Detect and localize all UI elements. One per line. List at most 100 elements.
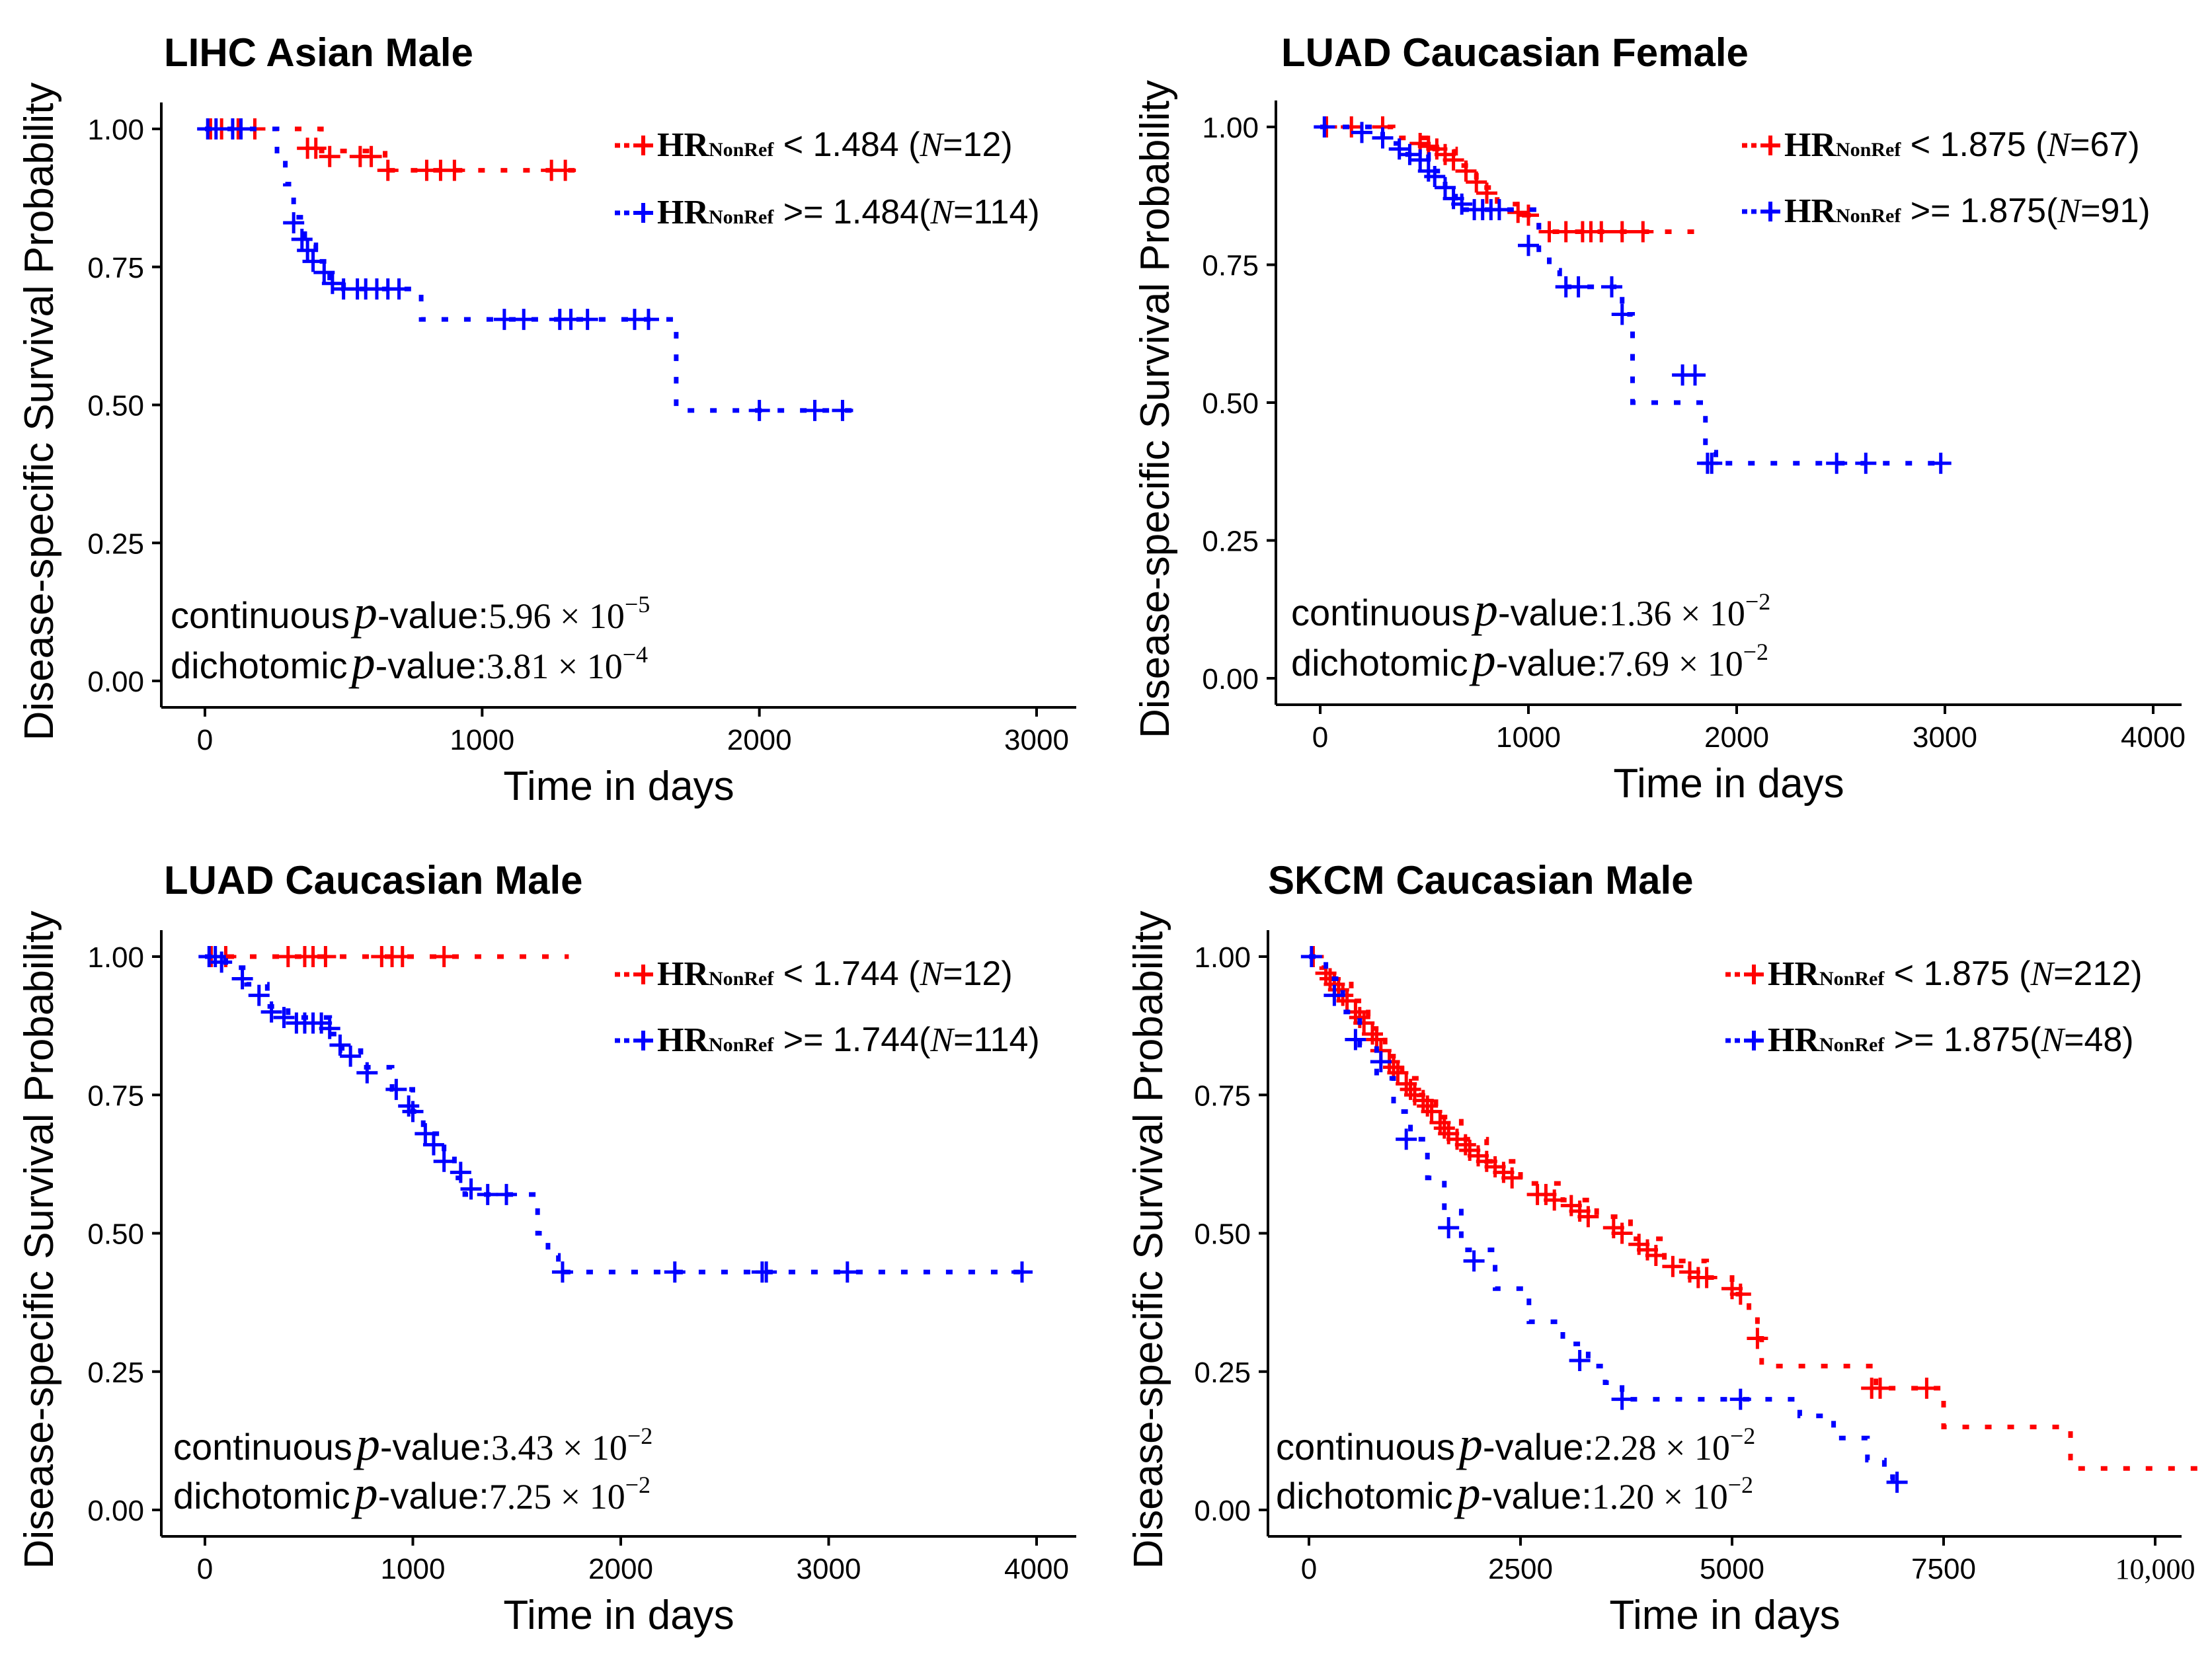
censor-mark	[1353, 1012, 1375, 1034]
censor-mark	[1501, 1167, 1523, 1189]
legend-censor-icon	[633, 965, 653, 984]
censor-mark	[1345, 1029, 1366, 1050]
censor-mark	[305, 138, 327, 159]
x-tick-label: 4000	[2121, 721, 2186, 754]
pvalue-dichotomic: dichotomicp-value:7.69 × 10−2	[1291, 633, 1768, 686]
y-tick-label: 0.00	[87, 1495, 144, 1527]
censor-mark	[1701, 452, 1723, 474]
pvalue-mantissa: 7.25 × 10	[489, 1477, 625, 1517]
censor-mark	[297, 239, 319, 261]
legend-hr: HR	[1784, 192, 1837, 230]
censor-mark	[329, 1034, 351, 1056]
legend-n-value: =91)	[2080, 192, 2151, 230]
y-axis-title: Disease-specific Survival Probability	[17, 83, 62, 741]
censor-mark	[402, 1101, 424, 1123]
legend-censor-icon	[633, 1031, 653, 1050]
panel-3: LUAD Caucasian Male 0.00 0.25 0.50 0.75 1.00 0…	[17, 858, 1076, 1638]
censor-mark	[832, 399, 853, 421]
y-tick-label: 1.00	[87, 941, 144, 974]
legend-threshold: >= 1.875(	[1884, 1021, 2041, 1059]
legend-hr: HR	[1768, 955, 1820, 993]
censor-mark	[1396, 1128, 1417, 1150]
chart-title: LIHC Asian Male	[164, 30, 473, 75]
x-tick-label: 0	[1301, 1553, 1317, 1585]
censor-mark	[1463, 1250, 1485, 1272]
pvalue-p: p	[1456, 1417, 1483, 1470]
pvalue-dichotomic: dichotomicp-value:7.25 × 10−2	[173, 1466, 651, 1519]
censor-mark	[388, 278, 410, 300]
censor-mark	[477, 1183, 498, 1205]
y-tick-label: 0.00	[87, 666, 144, 698]
legend-label: HRNonRef >= 1.875(N=91)	[1784, 192, 2151, 230]
censor-mark	[1372, 127, 1394, 149]
km-curve-high	[205, 954, 1027, 1275]
censor-mark	[1466, 171, 1487, 193]
x-tick-label: 1000	[450, 724, 514, 756]
legend-threshold: < 1.484 (	[773, 126, 920, 164]
pvalue-exponent: −2	[625, 1472, 651, 1498]
censor-mark	[1544, 1189, 1565, 1211]
legend-label: HRNonRef >= 1.484(N=114)	[657, 193, 1040, 231]
censor-mark	[248, 984, 270, 1006]
censor-mark	[1421, 1101, 1442, 1123]
y-tick-label: 0.25	[1194, 1357, 1251, 1389]
legend-n-label: N	[2030, 955, 2055, 993]
censor-mark	[1383, 1056, 1404, 1078]
y-tick-label: 0.25	[87, 1357, 144, 1389]
pvalue-continuous: continuousp-value:1.36 × 10−2	[1291, 583, 1770, 636]
censor-mark	[1476, 182, 1497, 204]
censor-mark	[1451, 193, 1473, 215]
censor-mark	[1567, 276, 1589, 297]
censor-mark	[555, 159, 576, 181]
pvalue-mantissa: 1.36 × 10	[1609, 594, 1745, 633]
legend-n-value: =12)	[943, 955, 1013, 993]
censor-mark	[1387, 1062, 1409, 1084]
legend-threshold: < 1.875 (	[1901, 126, 2047, 164]
legend-n-value: =12)	[943, 126, 1013, 164]
x-tick-label: 1000	[1496, 721, 1561, 754]
censor-mark	[1611, 303, 1633, 325]
pvalue-exponent: −2	[1745, 588, 1770, 615]
panel-2: LUAD Caucasian Female 0.00 0.25 0.50 0.75 1.0…	[1132, 30, 2186, 807]
y-tick-label: 0.75	[87, 1080, 144, 1112]
censor-mark	[313, 262, 335, 284]
censor-mark	[422, 1134, 444, 1156]
censor-mark	[231, 968, 253, 990]
legend-censor-icon	[1744, 1031, 1764, 1050]
x-tick-label: 3000	[797, 1553, 861, 1585]
pvalue-suffix: -value:	[1483, 1426, 1594, 1468]
censor-mark	[1399, 143, 1421, 165]
censor-mark	[1826, 452, 1848, 474]
pvalue-label: dichotomic	[1276, 1475, 1453, 1517]
pvalue-mantissa: 5.96 × 10	[489, 596, 625, 636]
pvalue-suffix: -value:	[1481, 1475, 1592, 1517]
km-curve-low	[1320, 124, 1695, 234]
censor-mark	[1438, 1217, 1460, 1239]
y-tick-label: 0.75	[1194, 1080, 1251, 1112]
legend-n-label: N	[2040, 1021, 2066, 1059]
legend-hr-subscript: NonRef	[1819, 968, 1885, 990]
censor-mark	[804, 399, 826, 421]
pvalue-continuous: continuousp-value:3.43 × 10−2	[173, 1417, 652, 1470]
x-tick-label: 1000	[381, 1553, 446, 1585]
x-axis-title: Time in days	[1609, 1593, 1840, 1638]
censor-mark	[1601, 276, 1622, 297]
y-axis-title: Disease-specific Survival Probability	[1132, 80, 1178, 738]
legend-n-label: N	[919, 955, 945, 993]
censor-mark	[291, 229, 313, 250]
pvalue-p: p	[353, 1417, 380, 1470]
legend-threshold: >= 1.875(	[1901, 192, 2058, 230]
legend-label: HRNonRef >= 1.744(N=114)	[657, 1021, 1040, 1059]
y-axis-title: Disease-specific Survival Probability	[17, 911, 62, 1569]
legend-censor-icon	[633, 203, 653, 223]
legend-n-value: =48)	[2064, 1021, 2134, 1059]
pvalue-mantissa: 7.69 × 10	[1607, 644, 1743, 684]
x-tick-label: 3000	[1004, 724, 1069, 756]
legend-n-value: =114)	[953, 1021, 1040, 1059]
censor-mark	[1747, 1327, 1768, 1349]
censor-mark	[1435, 177, 1456, 198]
censor-mark	[450, 1162, 471, 1183]
legend-hr-subscript: NonRef	[709, 1034, 774, 1056]
legend-label: HRNonRef < 1.875 (N=67)	[1784, 126, 2140, 164]
